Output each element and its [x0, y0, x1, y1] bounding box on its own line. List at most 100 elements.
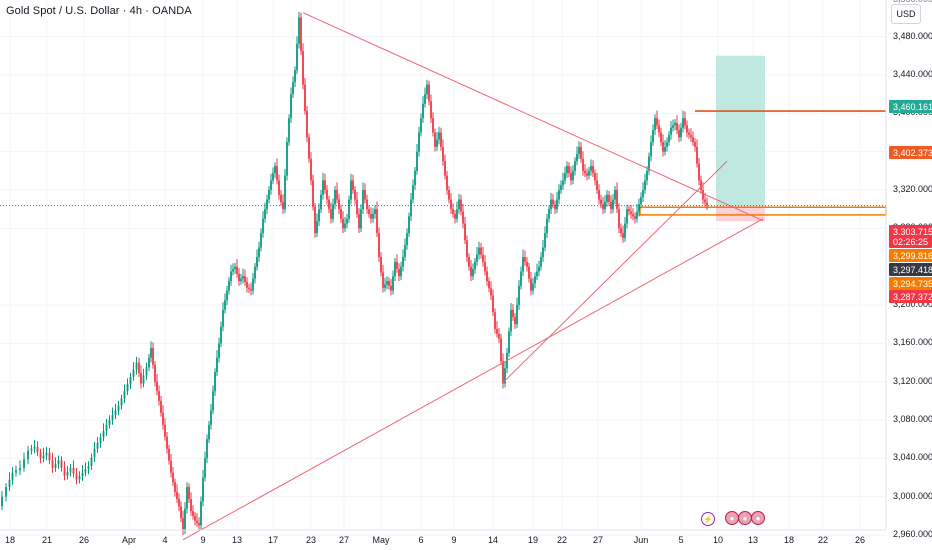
candle-body [256, 257, 258, 267]
candle-body [490, 288, 492, 296]
candle-body [662, 142, 664, 152]
candle-body [594, 173, 596, 181]
price-tag: 3,402.373 [889, 146, 932, 159]
candle-body [410, 199, 412, 217]
candle-body [610, 201, 612, 210]
candle-body [606, 194, 608, 202]
candle-body [204, 458, 206, 478]
candle-body [166, 436, 168, 449]
candle-body [480, 247, 482, 255]
candle-body [148, 357, 150, 368]
y-tick-label: 2,960.000 [893, 529, 932, 539]
x-tick-label: 18 [4, 535, 16, 545]
x-tick-label: 21 [41, 535, 53, 545]
candle-body [182, 518, 184, 531]
candle-body [360, 209, 362, 229]
candle-body [680, 127, 682, 138]
candle-body [152, 348, 154, 365]
x-tick-label: 19 [527, 535, 539, 545]
candle-body [156, 381, 158, 392]
y-tick-label: 3,040.000 [893, 452, 932, 463]
candle-body [176, 491, 178, 500]
candle-body [270, 180, 272, 190]
candle-body [222, 309, 224, 327]
candle-body [658, 125, 660, 133]
candle-body [308, 137, 310, 159]
candle-body [372, 213, 374, 219]
candle-body [66, 471, 69, 476]
candle-body [206, 439, 208, 459]
candle-body [312, 180, 314, 207]
candle-body [326, 190, 328, 200]
x-tick-label: Apr [121, 535, 137, 545]
candle-body [532, 283, 534, 291]
candle-body [420, 118, 422, 133]
candle-body [674, 122, 676, 126]
candle-body [484, 261, 486, 272]
candle-body [692, 137, 694, 143]
candle-body [684, 118, 686, 126]
candle-body [706, 202, 708, 206]
candle-body [352, 180, 354, 190]
x-tick-label: 5 [678, 535, 684, 545]
candle-body [280, 194, 282, 202]
candle-body [596, 180, 598, 190]
candle-body [562, 180, 564, 186]
candle-body [508, 331, 510, 353]
candle-body [242, 276, 244, 279]
candle-body [442, 146, 444, 162]
y-tick-label: 3,080.000 [893, 414, 932, 424]
candle-body [258, 247, 260, 258]
candle-body [90, 457, 93, 466]
candle-body [668, 134, 670, 143]
candle-body [234, 266, 236, 270]
candle-body [208, 424, 210, 440]
y-tick-label: 3,560.000 [893, 0, 932, 4]
candle-body [81, 472, 84, 477]
candle-body [620, 228, 622, 234]
candle-body [406, 233, 408, 246]
candle-body [274, 166, 276, 174]
candle-body [320, 194, 322, 210]
candle-body [482, 254, 484, 262]
candle-body [105, 424, 108, 432]
candle-body [478, 247, 480, 255]
candle-body [276, 166, 278, 181]
trendline [302, 12, 764, 222]
trendline [182, 218, 764, 541]
candle-body [492, 295, 494, 313]
candle-body [117, 405, 120, 411]
candle-body [8, 479, 11, 488]
candle-body [382, 272, 384, 288]
candle-body [390, 285, 392, 291]
candle-body [572, 170, 574, 181]
currency-selector[interactable]: USD [891, 4, 921, 24]
us-flag-event-icon[interactable]: ● [751, 511, 765, 525]
candle-body [366, 199, 368, 210]
candle-body [33, 446, 36, 449]
candle-body [93, 448, 96, 458]
lightning-icon[interactable]: ⚡ [701, 512, 715, 526]
candle-body [272, 173, 274, 181]
candle-body [416, 151, 418, 171]
price-tag: 02:26:25 [889, 235, 932, 248]
candle-body [574, 161, 576, 171]
candle-body [114, 410, 117, 416]
candle-body [636, 211, 638, 219]
candle-body [530, 278, 532, 291]
candle-body [604, 201, 606, 210]
candle-body [238, 273, 240, 282]
candle-body [540, 257, 542, 267]
candle-body [626, 209, 628, 224]
us-flag-event-icon[interactable]: ● [725, 511, 739, 525]
candle-body [290, 94, 292, 119]
x-tick-label: 14 [487, 535, 499, 545]
candle-body [27, 450, 29, 460]
candle-body [184, 508, 186, 531]
candle-body [548, 209, 550, 219]
candle-body [388, 281, 390, 286]
candle-body [516, 305, 518, 325]
candle-body [364, 190, 366, 200]
us-flag-event-icon[interactable]: ● [738, 511, 752, 525]
